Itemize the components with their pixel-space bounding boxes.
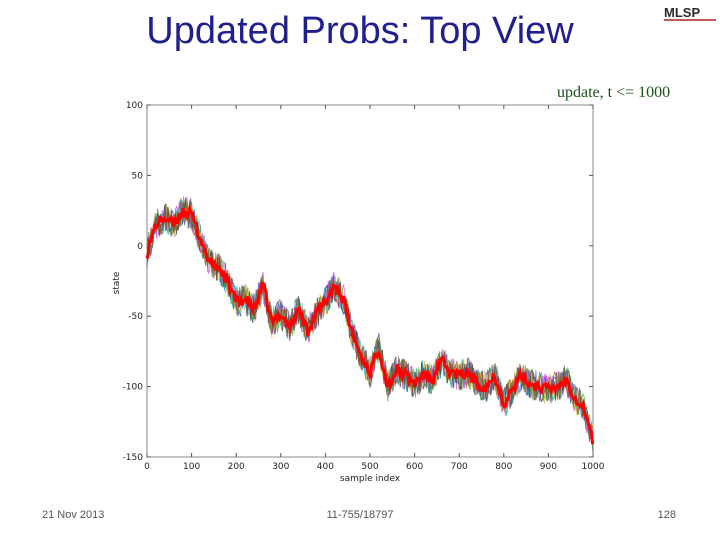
x-tick-label: 500 (361, 462, 378, 472)
x-tick-label: 700 (451, 462, 468, 472)
noise-trace (146, 199, 594, 448)
x-tick-label: 200 (228, 462, 245, 472)
y-tick-label: -150 (123, 453, 144, 463)
x-tick-label: 900 (540, 462, 557, 472)
y-tick-label: 0 (137, 242, 143, 252)
noise-trace (146, 197, 594, 453)
y-tick-label: -100 (123, 383, 144, 393)
mlsp-logo: MLSP (664, 5, 716, 21)
chart-title: update, t <= 1000 (557, 84, 671, 101)
logo-text: MLSP (664, 5, 700, 20)
y-tick-label: -50 (128, 312, 143, 322)
noise-trace (146, 199, 594, 454)
x-axis: 0 100 200 300 400 500 600 700 800 900 1000 (144, 105, 605, 472)
y-tick-label: 100 (126, 101, 143, 111)
x-tick-label: 1000 (582, 462, 605, 472)
x-tick-label: 800 (495, 462, 512, 472)
series-line (145, 203, 595, 445)
noise-trace (146, 196, 594, 447)
x-axis-label: sample index (340, 474, 401, 484)
noise-trace (146, 198, 594, 454)
plot-frame (146, 104, 594, 458)
x-tick-label: 0 (144, 462, 150, 472)
noise-trace (146, 197, 594, 442)
footer-date: 21 Nov 2013 (42, 509, 105, 521)
x-tick-label: 100 (183, 462, 200, 472)
y-axis-label: state (112, 271, 122, 294)
noise-trace (146, 199, 594, 449)
footer-course: 11-755/18797 (326, 509, 394, 521)
noise-traces (146, 196, 594, 454)
y-tick-label: 50 (132, 171, 144, 181)
y-axis: 100 50 0 -50 -100 -150 (123, 101, 593, 463)
x-tick-label: 600 (406, 462, 423, 472)
page-number: 128 (657, 509, 676, 521)
x-tick-label: 300 (272, 462, 289, 472)
series-layer (145, 203, 595, 445)
x-tick-label: 400 (317, 462, 334, 472)
slide-title: Updated Probs: Top View (146, 10, 574, 52)
line-chart: 0 100 200 300 400 500 600 700 800 900 1000 100500-… (112, 101, 605, 484)
